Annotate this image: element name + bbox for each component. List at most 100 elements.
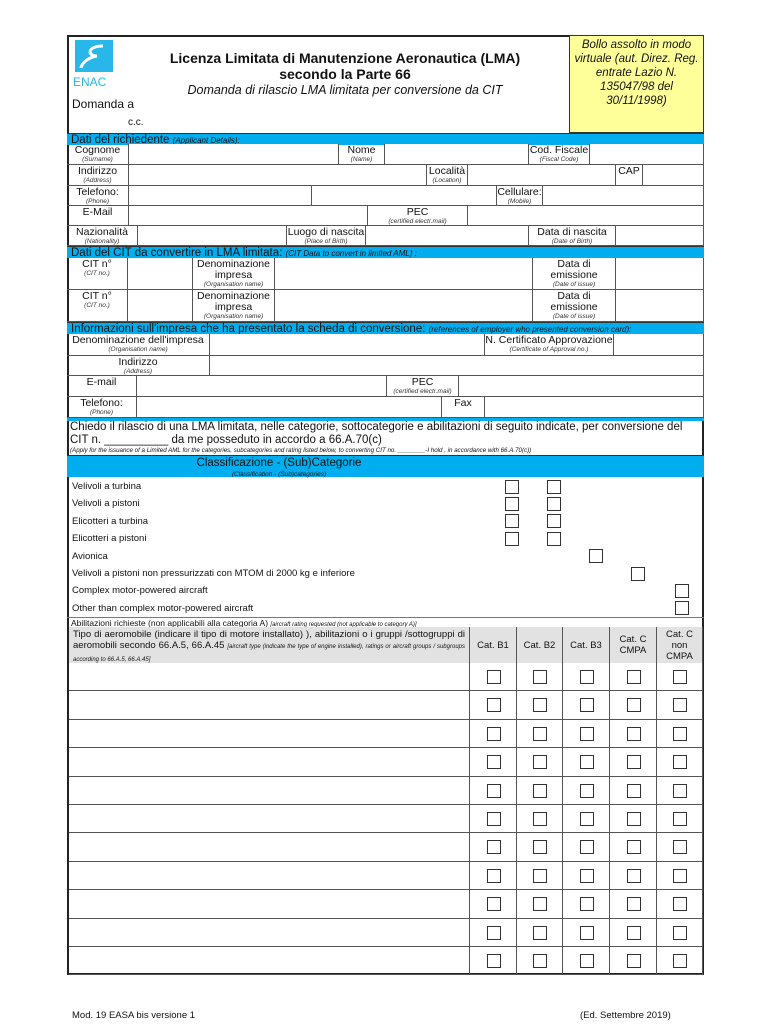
rating-checkbox[interactable] xyxy=(579,755,594,770)
rating-checkbox[interactable] xyxy=(626,840,641,855)
rating-checkbox[interactable] xyxy=(533,868,547,883)
rating-checkbox[interactable] xyxy=(486,726,501,741)
rating-checkbox[interactable] xyxy=(626,755,641,770)
employer-email-input[interactable] xyxy=(137,376,387,397)
rating-checkbox[interactable] xyxy=(626,954,641,968)
rating-type-input[interactable] xyxy=(69,776,470,805)
rating-checkbox[interactable] xyxy=(533,755,547,770)
approval-no-input[interactable] xyxy=(614,334,704,356)
address-input[interactable] xyxy=(129,165,427,186)
rating-type-input[interactable] xyxy=(69,918,470,947)
rating-checkbox[interactable] xyxy=(533,925,547,940)
cit-no-input-2[interactable] xyxy=(128,290,193,322)
rating-checkbox[interactable] xyxy=(579,783,594,798)
rating-checkbox[interactable] xyxy=(486,755,501,770)
rating-checkbox[interactable] xyxy=(626,868,641,883)
birth-place-input[interactable] xyxy=(366,226,529,246)
location-input[interactable] xyxy=(468,165,616,186)
name-input[interactable] xyxy=(385,144,529,165)
mobile-input[interactable] xyxy=(543,186,704,206)
rating-checkbox[interactable] xyxy=(533,698,547,713)
nationality-input[interactable] xyxy=(138,226,287,246)
rating-checkbox[interactable] xyxy=(673,840,687,855)
checkbox-a[interactable] xyxy=(505,496,519,511)
pec-input[interactable] xyxy=(468,206,704,226)
checkbox-b1[interactable] xyxy=(547,514,561,529)
rating-checkbox[interactable] xyxy=(579,698,594,713)
rating-checkbox[interactable] xyxy=(579,868,594,883)
cit-org-name-input-1[interactable] xyxy=(275,258,533,290)
rating-checkbox[interactable] xyxy=(673,726,687,741)
rating-checkbox[interactable] xyxy=(486,954,501,968)
rating-checkbox[interactable] xyxy=(533,812,547,826)
rating-checkbox[interactable] xyxy=(673,755,687,770)
rating-checkbox[interactable] xyxy=(673,868,687,883)
rating-checkbox[interactable] xyxy=(579,840,594,855)
cap-input[interactable] xyxy=(643,165,704,186)
rating-type-input[interactable] xyxy=(69,947,470,976)
rating-type-input[interactable] xyxy=(69,833,470,862)
rating-checkbox[interactable] xyxy=(533,670,547,684)
rating-checkbox[interactable] xyxy=(673,812,687,826)
rating-type-input[interactable] xyxy=(69,719,470,749)
rating-checkbox[interactable] xyxy=(626,812,641,826)
checkbox-b2[interactable] xyxy=(588,549,603,564)
rating-type-input[interactable] xyxy=(69,805,470,834)
rating-checkbox[interactable] xyxy=(486,840,501,855)
checkbox-a[interactable] xyxy=(505,514,519,529)
rating-checkbox[interactable] xyxy=(673,783,687,798)
rating-checkbox[interactable] xyxy=(673,954,687,968)
rating-checkbox[interactable] xyxy=(579,670,594,684)
checkbox-a[interactable] xyxy=(505,479,519,494)
cit-issue-date-input-2[interactable] xyxy=(616,290,704,322)
rating-checkbox[interactable] xyxy=(673,698,687,713)
rating-checkbox[interactable] xyxy=(626,670,641,684)
rating-type-input[interactable] xyxy=(69,691,470,720)
rating-checkbox[interactable] xyxy=(486,868,501,883)
rating-checkbox[interactable] xyxy=(626,783,641,798)
phone-input-2[interactable] xyxy=(312,186,497,206)
email-input[interactable] xyxy=(129,206,368,226)
rating-checkbox[interactable] xyxy=(486,670,501,684)
rating-checkbox[interactable] xyxy=(533,954,547,968)
rating-type-input[interactable] xyxy=(69,861,470,891)
rating-checkbox[interactable] xyxy=(486,925,501,940)
rating-checkbox[interactable] xyxy=(486,897,501,912)
employer-address-input[interactable] xyxy=(210,356,704,376)
rating-type-input[interactable] xyxy=(69,748,470,777)
rating-checkbox[interactable] xyxy=(486,812,501,826)
rating-checkbox[interactable] xyxy=(626,925,641,940)
rating-checkbox[interactable] xyxy=(579,897,594,912)
rating-type-input[interactable] xyxy=(69,890,470,919)
rating-checkbox[interactable] xyxy=(579,812,594,826)
rating-checkbox[interactable] xyxy=(626,726,641,741)
rating-checkbox[interactable] xyxy=(579,726,594,741)
checkbox-c[interactable] xyxy=(674,601,689,616)
checkbox-b1[interactable] xyxy=(547,496,561,511)
rating-checkbox[interactable] xyxy=(533,783,547,798)
checkbox-a[interactable] xyxy=(505,531,519,546)
checkbox-b1[interactable] xyxy=(547,479,561,494)
rating-checkbox[interactable] xyxy=(579,925,594,940)
rating-checkbox[interactable] xyxy=(673,925,687,940)
birth-date-input[interactable] xyxy=(616,226,704,246)
phone-input[interactable] xyxy=(129,186,312,206)
checkbox-c[interactable] xyxy=(674,583,689,598)
checkbox-b3[interactable] xyxy=(631,566,645,581)
rating-checkbox[interactable] xyxy=(626,897,641,912)
rating-checkbox[interactable] xyxy=(579,954,594,968)
rating-checkbox[interactable] xyxy=(533,897,547,912)
cit-issue-date-input-1[interactable] xyxy=(616,258,704,290)
rating-checkbox[interactable] xyxy=(673,897,687,912)
rating-type-input[interactable] xyxy=(69,663,470,692)
rating-checkbox[interactable] xyxy=(626,698,641,713)
rating-checkbox[interactable] xyxy=(533,726,547,741)
employer-fax-input[interactable] xyxy=(485,397,704,418)
rating-checkbox[interactable] xyxy=(486,783,501,798)
cit-org-name-input-2[interactable] xyxy=(275,290,533,322)
surname-input[interactable] xyxy=(129,144,339,165)
cit-no-input-1[interactable] xyxy=(128,258,193,290)
employer-phone-input[interactable] xyxy=(137,397,442,418)
employer-pec-input[interactable] xyxy=(459,376,704,397)
rating-checkbox[interactable] xyxy=(673,670,687,684)
